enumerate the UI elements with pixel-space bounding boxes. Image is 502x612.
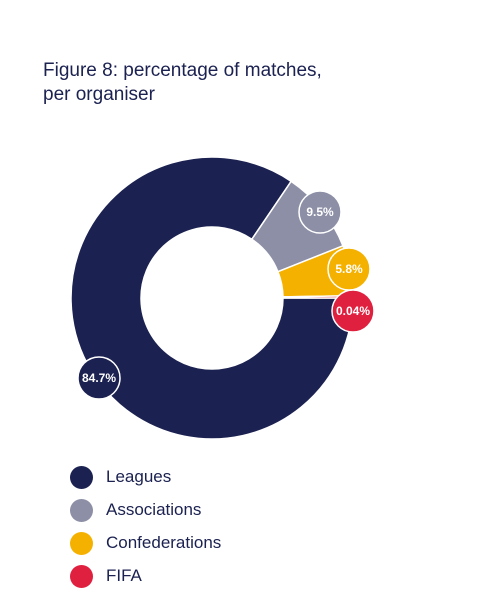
legend-item-confederations: Confederations (70, 531, 222, 555)
data-label: 0.04% (336, 304, 370, 318)
data-label-bubble (331, 289, 375, 333)
legend-swatch (70, 498, 93, 522)
chart-title: Figure 8: percentage of matches, per org… (43, 60, 322, 105)
data-label: 5.8% (335, 262, 363, 276)
data-label: 84.7% (82, 371, 116, 385)
legend-label: FIFA (106, 566, 142, 585)
chart-legend: Leagues Associations Confederations FIFA (70, 465, 222, 598)
legend-label: Associations (106, 500, 202, 519)
data-label-bubble (298, 190, 342, 234)
legend-swatch (70, 531, 93, 555)
legend-item-fifa: FIFA (70, 564, 221, 588)
legend-label: Confederations (106, 533, 222, 552)
slice-leagues (70, 156, 354, 440)
legend-swatch (70, 564, 93, 588)
data-label: 9.5% (306, 205, 334, 219)
legend-item-leagues: Leagues (70, 465, 221, 489)
legend-swatch (70, 465, 93, 489)
legend-item-associations: Associations (70, 498, 221, 522)
data-label-bubble (77, 356, 121, 400)
legend-label: Leagues (106, 467, 172, 486)
